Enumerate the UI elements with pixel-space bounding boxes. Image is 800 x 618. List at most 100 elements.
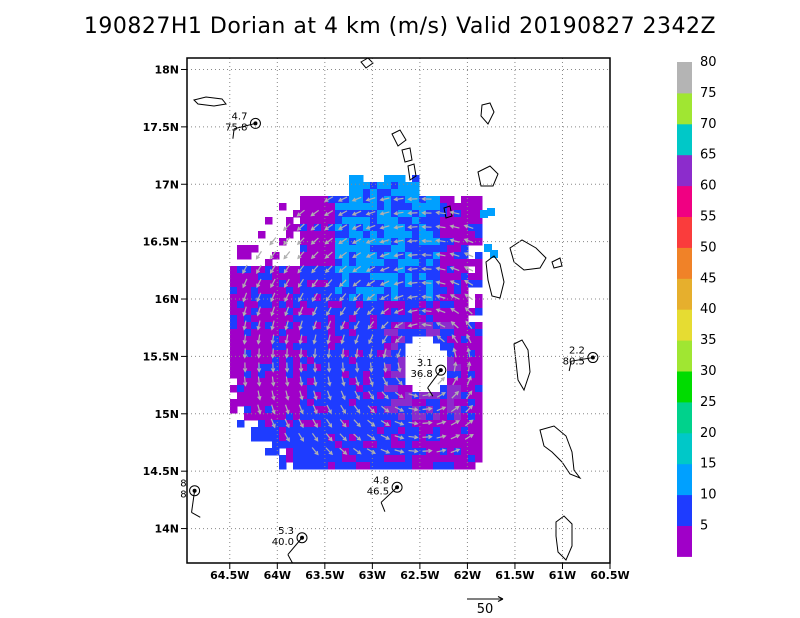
wind-vector	[368, 376, 374, 386]
station-dir-label: 46.5	[367, 486, 389, 497]
radar-cell	[468, 322, 476, 330]
radar-cell	[342, 280, 350, 288]
wind-vector-head	[379, 197, 385, 202]
radar-cell	[321, 392, 329, 400]
wind-vector-head	[413, 393, 419, 398]
wind-vector-head	[351, 197, 357, 202]
wind-vector	[408, 281, 418, 285]
radar-cell	[342, 196, 350, 204]
radar-cell	[405, 336, 413, 344]
wind-vector-head	[284, 283, 289, 288]
radar-cell	[440, 231, 448, 239]
wind-vector	[311, 237, 319, 245]
wind-vector-head	[325, 282, 330, 288]
wind-vector-head	[310, 212, 315, 217]
radar-cell	[314, 406, 322, 414]
reference-arrowhead	[497, 596, 504, 602]
radar-cell	[447, 343, 455, 351]
radar-cell	[286, 329, 294, 337]
radar-cell	[454, 336, 462, 344]
radar-cell	[391, 203, 399, 211]
island-marie-galante	[551, 257, 563, 269]
radar-cell	[265, 329, 273, 337]
radar-cell	[321, 385, 329, 393]
radar-cell	[384, 378, 392, 386]
radar-cell	[377, 378, 385, 386]
wind-vector-head	[407, 323, 413, 328]
radar-cell	[356, 252, 364, 260]
colorbar-swatch	[677, 371, 692, 403]
radar-cell	[384, 196, 392, 204]
radar-cell	[349, 441, 357, 449]
radar-cell	[447, 196, 455, 204]
wind-vector-head	[421, 322, 427, 327]
station-ring	[249, 117, 261, 129]
radar-cell	[230, 322, 238, 330]
wind-vector	[326, 306, 332, 316]
wind-vector	[271, 334, 275, 344]
wind-vector	[339, 419, 347, 427]
radar-cell	[293, 287, 301, 295]
radar-cell	[426, 231, 434, 239]
radar-cell	[377, 245, 385, 253]
radar-cell	[377, 427, 385, 435]
radar-cell	[398, 336, 406, 344]
radar-cell	[328, 378, 336, 386]
colorbar-swatch	[677, 278, 692, 310]
wind-vector-head	[435, 280, 441, 285]
wind-vector	[340, 306, 346, 316]
radar-cell	[363, 336, 371, 344]
radar-cell	[356, 378, 364, 386]
radar-cell	[391, 322, 399, 330]
wind-vector-head	[407, 266, 412, 272]
radar-cell	[454, 287, 462, 295]
radar-cell	[370, 357, 378, 365]
radar-cell	[293, 427, 301, 435]
wind-vector	[450, 225, 460, 229]
lon-tick-label: 63W	[359, 569, 386, 582]
radar-cell	[363, 350, 371, 358]
radar-cell	[370, 315, 378, 323]
radar-cell	[335, 266, 343, 274]
radar-cell	[454, 301, 462, 309]
radar-cell	[293, 266, 301, 274]
radar-cell	[321, 238, 329, 246]
radar-cell	[356, 245, 364, 253]
wind-vector-head	[354, 368, 360, 373]
radar-cell	[307, 413, 315, 421]
radar-cell	[426, 399, 434, 407]
radar-cell	[433, 280, 441, 288]
radar-cell	[433, 245, 441, 253]
radar-cell	[468, 336, 476, 344]
wind-vector-head	[365, 225, 371, 230]
radar-cell	[468, 392, 476, 400]
radar-cell	[447, 245, 455, 253]
radar-cell	[251, 287, 259, 295]
radar-cell	[230, 364, 238, 372]
radar-cell	[377, 280, 385, 288]
radar-cell	[342, 308, 350, 316]
radar-cell	[272, 406, 280, 414]
radar-cell	[412, 308, 420, 316]
wind-vector	[450, 448, 460, 454]
radar-cell	[237, 252, 245, 260]
radar-cell	[342, 413, 350, 421]
radar-cell	[405, 189, 413, 197]
radar-cell	[342, 462, 350, 470]
wind-vector	[396, 348, 402, 358]
wind-vector	[269, 237, 277, 245]
wind-vector-head	[284, 339, 289, 345]
radar-cell	[307, 245, 315, 253]
radar-cell	[475, 455, 483, 463]
wind-vector	[394, 391, 404, 399]
radar-cell	[286, 371, 294, 379]
wind-vector	[324, 223, 334, 231]
radar-cell	[342, 392, 350, 400]
radar-cell	[307, 434, 315, 442]
radar-cell	[342, 266, 350, 274]
wind-vector	[339, 293, 347, 301]
wind-vector-head	[314, 450, 319, 456]
wind-vector-head	[351, 225, 357, 230]
radar-cell	[314, 301, 322, 309]
radar-cell	[398, 427, 406, 435]
